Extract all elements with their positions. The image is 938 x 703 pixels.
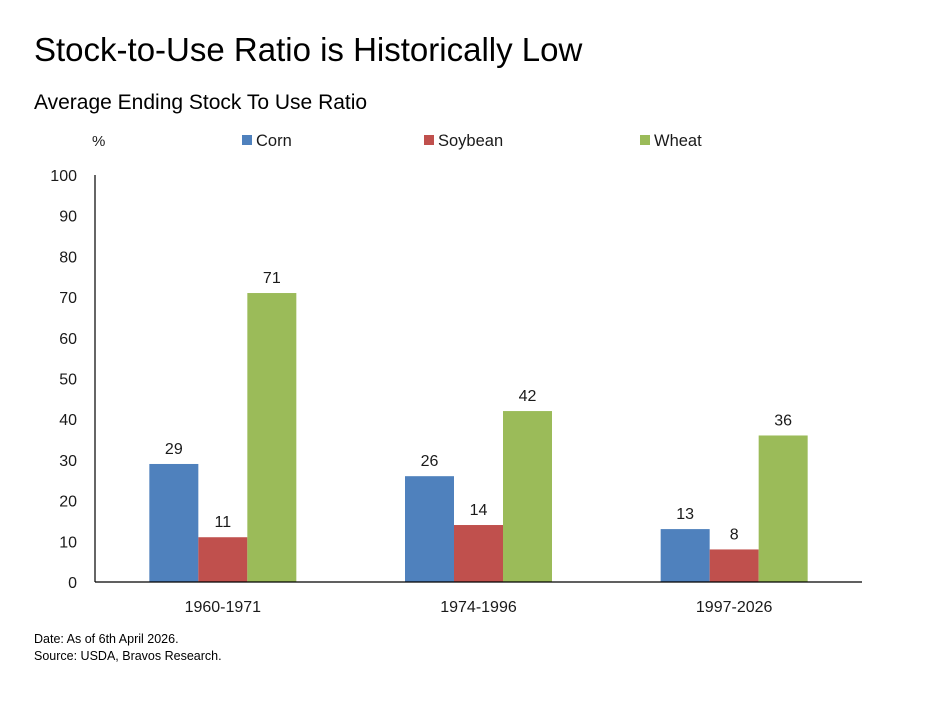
y-tick-label: 90 (59, 209, 77, 226)
bar-soybean (709, 549, 759, 582)
data-label-corn: 26 (421, 453, 439, 470)
y-tick-label: 50 (59, 372, 77, 389)
bar-wheat (247, 293, 297, 582)
data-label-soybean: 14 (470, 502, 488, 519)
y-axis-label: % (92, 133, 105, 150)
bar-corn (405, 476, 454, 582)
y-tick-label: 0 (68, 575, 77, 592)
x-tick-label: 1960-1971 (185, 599, 262, 616)
y-tick-label: 70 (59, 290, 77, 307)
y-tick-label: 60 (59, 331, 77, 348)
legend-label-wheat: Wheat (654, 132, 702, 150)
x-tick-label: 1974-1996 (440, 599, 517, 616)
data-label-wheat: 36 (774, 412, 792, 429)
legend-label-soybean: Soybean (438, 132, 503, 150)
bar-soybean (198, 537, 248, 582)
bar-corn (149, 463, 199, 582)
data-label-wheat: 42 (519, 388, 537, 405)
y-tick-label: 100 (50, 168, 77, 185)
x-tick-label: 1997-2026 (696, 599, 773, 616)
data-label-wheat: 71 (263, 270, 281, 287)
data-label-soybean: 11 (215, 514, 232, 531)
bar-chart: 0 10 20 30 40 50 60 70 80 90 100% 29 11 71 1960-1971 26… (50, 132, 862, 616)
y-tick-label: 20 (59, 494, 77, 511)
y-tick-label: 40 (59, 412, 77, 429)
chart-footer: Date: As of 6th April 2026. Source: USDA… (34, 631, 222, 665)
legend-swatch-wheat (640, 135, 650, 145)
data-label-corn: 13 (676, 506, 694, 523)
bar-corn (660, 529, 710, 582)
y-tick-label: 30 (59, 453, 77, 470)
legend-swatch-soybean (424, 135, 434, 145)
chart-subtitle: Average Ending Stock To Use Ratio (34, 91, 368, 114)
y-tick-label: 10 (59, 534, 77, 551)
data-label-corn: 29 (165, 441, 183, 458)
footer-source: Source: USDA, Bravos Research. (34, 649, 222, 663)
bar-wheat (758, 435, 808, 582)
footer-date: Date: As of 6th April 2026. (34, 632, 179, 646)
data-label-soybean: 8 (730, 526, 739, 543)
bar-wheat (503, 411, 552, 582)
bar-soybean (454, 525, 503, 582)
legend-swatch-corn (242, 135, 252, 145)
legend-label-corn: Corn (256, 132, 292, 150)
y-tick-label: 80 (59, 249, 77, 266)
chart-title: Stock-to-Use Ratio is Historically Low (34, 31, 583, 68)
